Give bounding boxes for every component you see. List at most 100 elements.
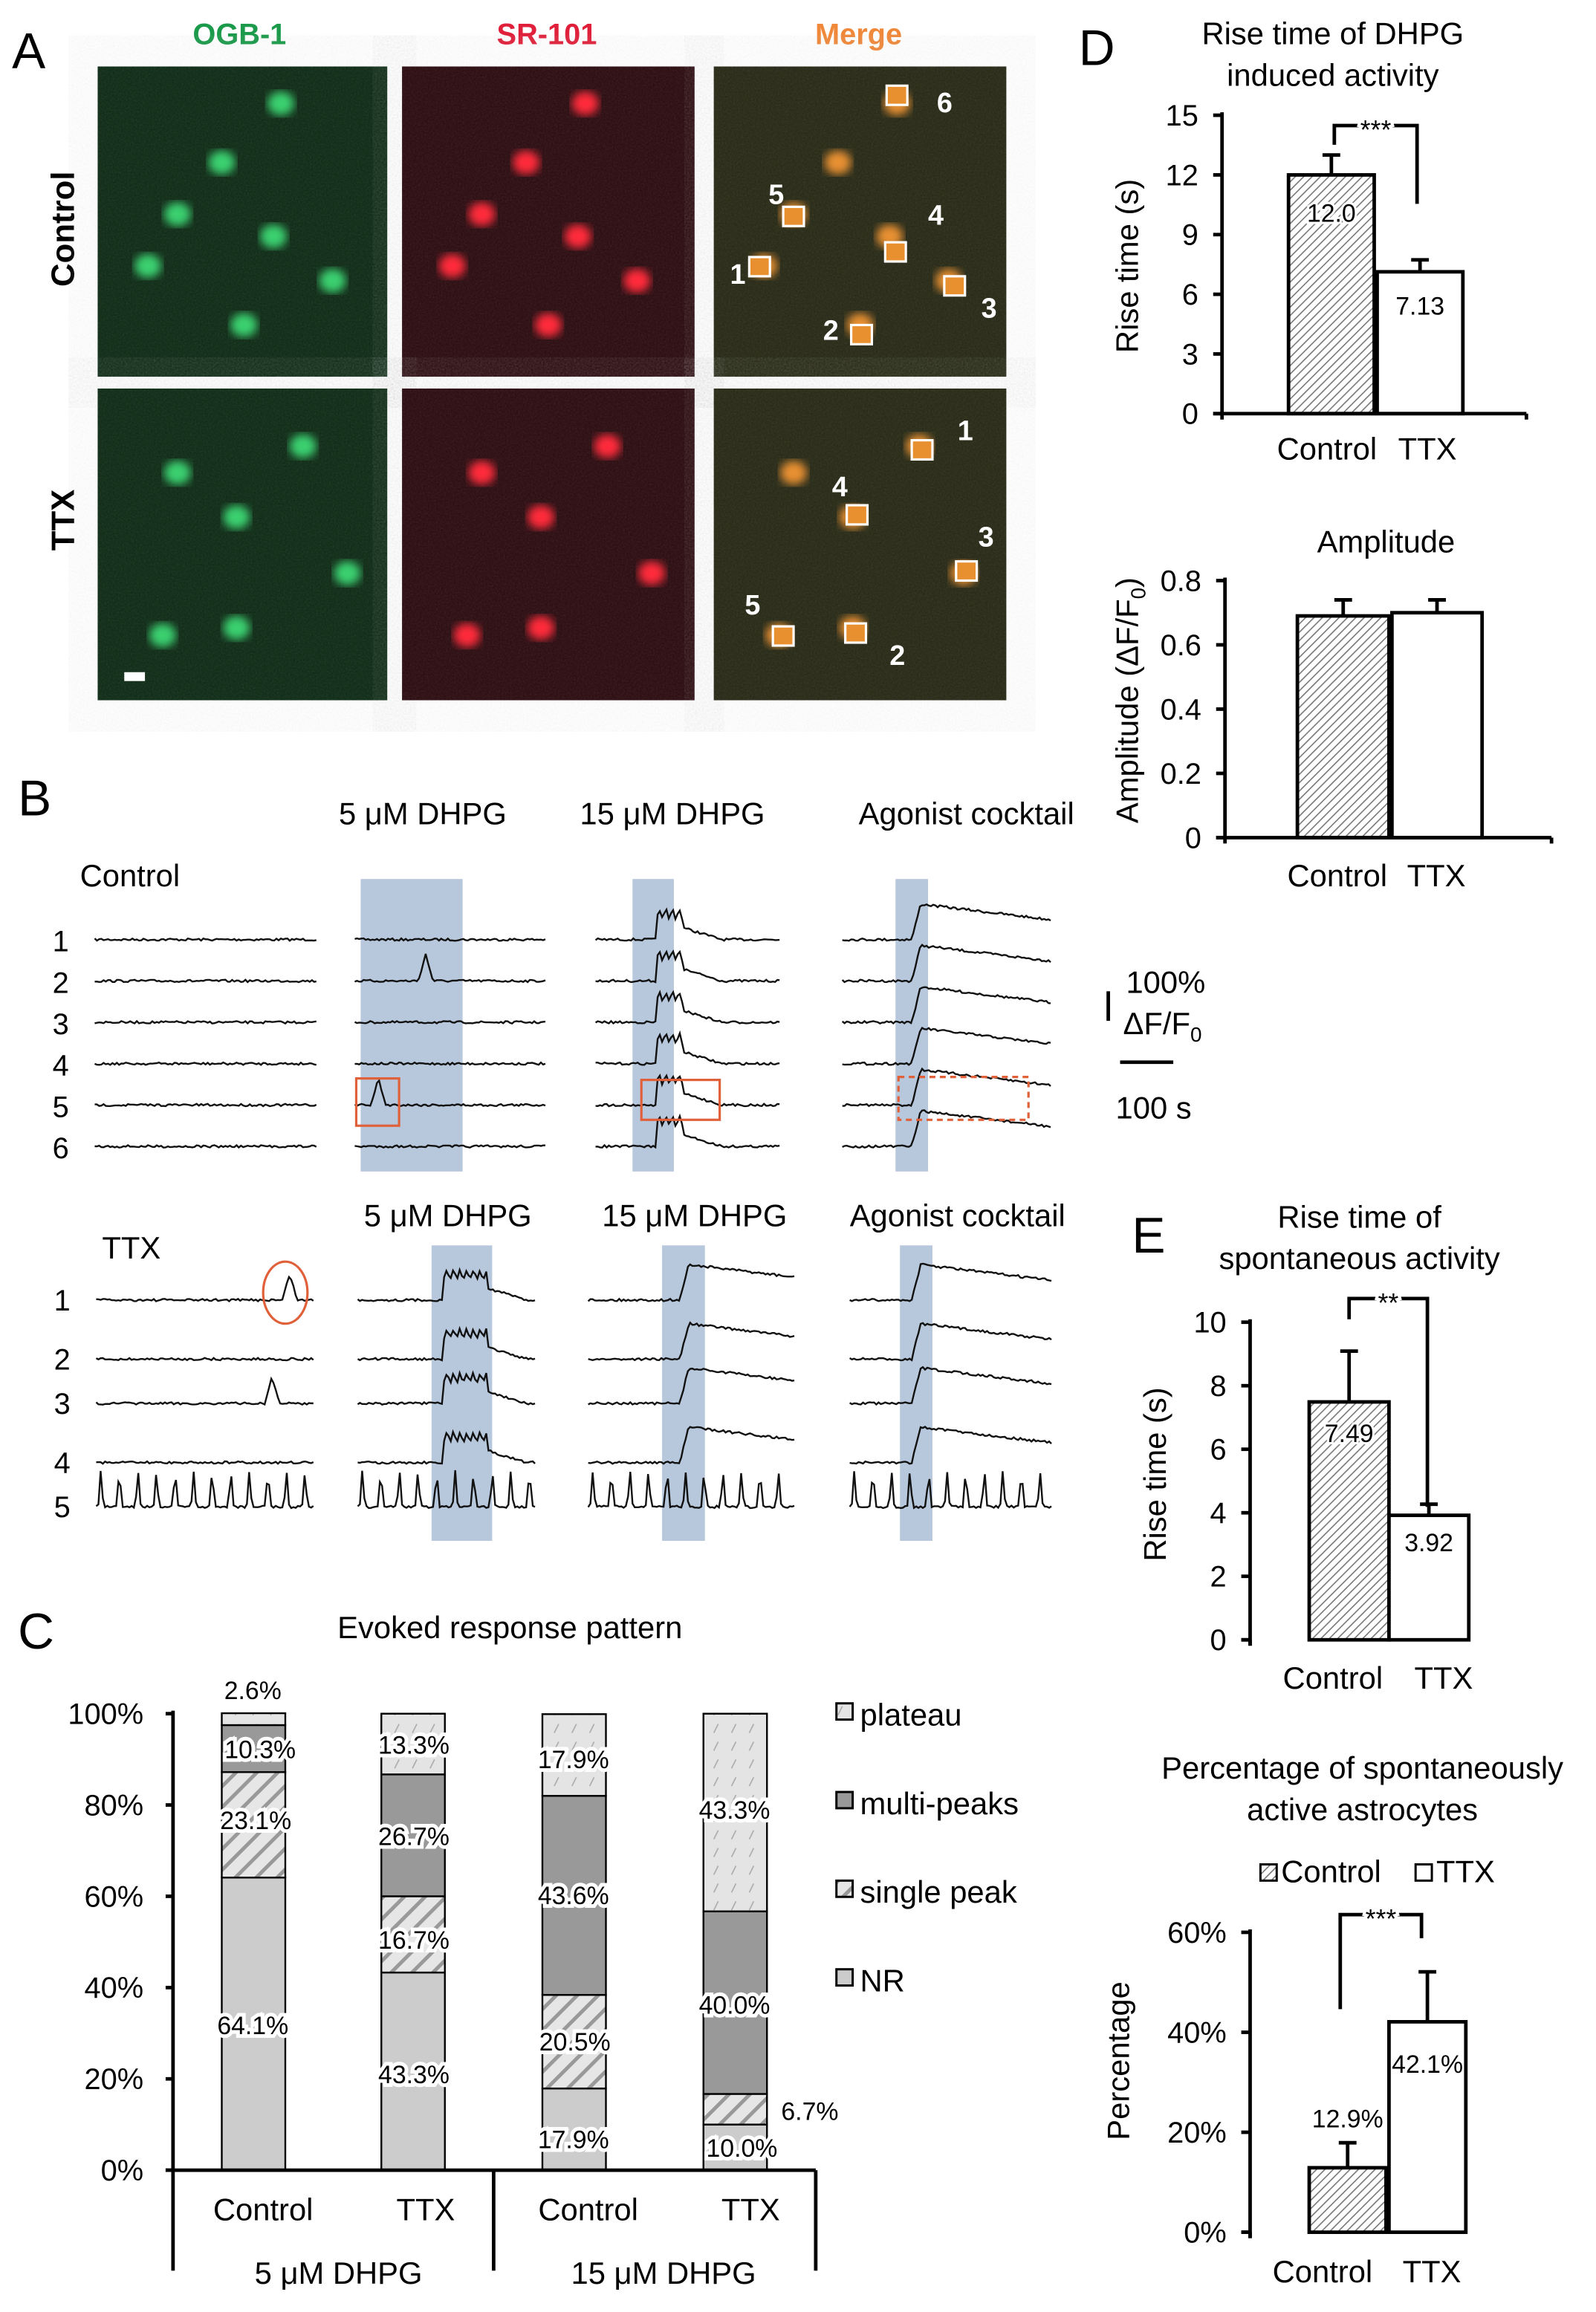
cell-soma bbox=[623, 268, 651, 293]
calcium-trace bbox=[849, 1426, 1052, 1465]
calcium-trace bbox=[94, 1061, 317, 1066]
roi-box bbox=[955, 560, 979, 582]
highlight-box-dashed bbox=[897, 1076, 1030, 1121]
y-tick-label: 60% bbox=[85, 1880, 144, 1913]
y-tick-label: 2 bbox=[1210, 1561, 1227, 1594]
x-category-label: TTX bbox=[1407, 858, 1466, 893]
data-label: 23.1% bbox=[220, 1807, 291, 1835]
x-category-label: TTX bbox=[721, 2192, 780, 2227]
scale-unit: ΔF/F bbox=[1123, 1006, 1190, 1041]
control-cell-number: 1 bbox=[53, 926, 69, 958]
chart-title: Amplitude bbox=[1317, 525, 1456, 559]
data-label: 43.6% bbox=[538, 1882, 609, 1910]
cell-soma bbox=[571, 91, 599, 116]
roi-label: 4 bbox=[832, 472, 848, 503]
data-label: 26.7% bbox=[378, 1823, 450, 1851]
row-label-ttx: TTX bbox=[45, 490, 82, 551]
bar-segment-plateau bbox=[702, 1712, 768, 1912]
bar-segment-plateau bbox=[380, 1712, 446, 1776]
value-label: 7.49 bbox=[1325, 1420, 1374, 1448]
calcium-trace bbox=[587, 1263, 795, 1302]
y-axis-label: Rise time (s) bbox=[1109, 179, 1144, 353]
roi-box bbox=[849, 323, 874, 345]
chart-title: induced activity bbox=[1227, 57, 1439, 92]
calcium-trace bbox=[357, 1325, 536, 1362]
svg-text:ΔF/F0: ΔF/F0 bbox=[1123, 1006, 1201, 1046]
significance-bracket bbox=[1338, 1912, 1424, 2010]
ttx-cell-number: 1 bbox=[54, 1285, 71, 1317]
roi-box bbox=[846, 504, 869, 526]
calcium-trace bbox=[357, 1267, 536, 1302]
calcium-trace bbox=[841, 944, 1051, 984]
bar-control bbox=[1307, 1400, 1391, 1642]
cell-soma bbox=[223, 616, 250, 640]
roi-label: 5 bbox=[768, 179, 784, 210]
y-tick-label: 40% bbox=[85, 1972, 144, 2004]
roi-label: 2 bbox=[889, 640, 905, 672]
roi-box bbox=[782, 205, 805, 227]
calcium-trace bbox=[354, 937, 546, 942]
channel-label-merge: Merge bbox=[815, 19, 902, 51]
y-axis-label: Percentage bbox=[1100, 1981, 1135, 2140]
data-label: 20.5% bbox=[539, 2028, 611, 2056]
calcium-trace bbox=[594, 907, 780, 942]
cell-soma bbox=[535, 313, 562, 337]
calcium-trace bbox=[354, 953, 546, 984]
highlight-box bbox=[354, 1077, 400, 1127]
bar-segment-NR bbox=[380, 1971, 446, 2172]
bar-segment-multi-peaks bbox=[541, 1795, 607, 1996]
y-tick-label: 40% bbox=[1167, 2016, 1227, 2049]
y-tick-label: 9 bbox=[1182, 219, 1198, 252]
cell-soma bbox=[267, 91, 294, 116]
cell-soma bbox=[163, 202, 191, 227]
data-label: 43.3% bbox=[378, 2061, 450, 2089]
significance-bracket bbox=[1347, 1296, 1430, 1507]
highlight-box bbox=[640, 1079, 721, 1121]
legend-label: NR bbox=[860, 1963, 905, 1998]
calcium-trace bbox=[354, 1020, 546, 1025]
calcium-trace bbox=[357, 1369, 536, 1406]
y-axis-label-text: Rise time (s) bbox=[1138, 1387, 1172, 1561]
x-category-label: Control bbox=[1283, 1660, 1383, 1695]
y-tick-label: 0% bbox=[101, 2154, 143, 2187]
calcium-trace bbox=[595, 1113, 780, 1149]
x-category-label: Control bbox=[1288, 858, 1388, 893]
drug-application-shading bbox=[895, 879, 928, 1172]
roi-box bbox=[883, 241, 907, 263]
y-tick-label: 60% bbox=[1167, 1917, 1227, 1949]
ttx-condition-5dhpg: 5 μM DHPG bbox=[364, 1198, 532, 1233]
ttx-cell-number: 5 bbox=[54, 1491, 71, 1524]
chart-c-title: Evoked response pattern bbox=[337, 1610, 682, 1645]
cell-soma bbox=[528, 616, 554, 640]
y-tick-label: 0.6 bbox=[1161, 629, 1201, 662]
row-label-control: Control bbox=[45, 171, 82, 286]
group-label: 5 μM DHPG bbox=[255, 2256, 423, 2290]
legend-swatch bbox=[835, 1790, 854, 1810]
calcium-trace bbox=[96, 1275, 314, 1302]
y-tick-label: 80% bbox=[85, 1789, 144, 1822]
panel-label-a: A bbox=[12, 23, 45, 79]
cell-soma bbox=[319, 268, 346, 293]
y-tick-label: 0 bbox=[1185, 822, 1201, 854]
y-axis-label-text: Amplitude (ΔF/F bbox=[1109, 599, 1144, 823]
calcium-trace bbox=[95, 1357, 314, 1362]
y-tick-label: 100% bbox=[68, 1698, 143, 1731]
control-traces-label: Control bbox=[80, 858, 181, 893]
bar-segment-NR bbox=[541, 2087, 607, 2172]
channel-label-sr101: SR-101 bbox=[497, 19, 597, 51]
chart-d1-bar: Rise time of DHPG induced activity Rise ti… bbox=[1109, 16, 1528, 466]
cell-soma bbox=[289, 434, 317, 458]
drug-application-shading bbox=[431, 1245, 493, 1542]
cell-soma bbox=[260, 224, 287, 249]
chart-title: Rise time of DHPG bbox=[1202, 16, 1464, 51]
roi-box bbox=[910, 438, 934, 461]
ttx-traces-label: TTX bbox=[102, 1230, 160, 1265]
drug-application-shading bbox=[360, 879, 463, 1172]
bar-ttx bbox=[1387, 1513, 1471, 1642]
calcium-trace bbox=[842, 903, 1051, 942]
roi-label: 4 bbox=[928, 200, 944, 231]
x-category-label: TTX bbox=[1403, 2254, 1462, 2289]
legend-label: plateau bbox=[860, 1698, 962, 1733]
